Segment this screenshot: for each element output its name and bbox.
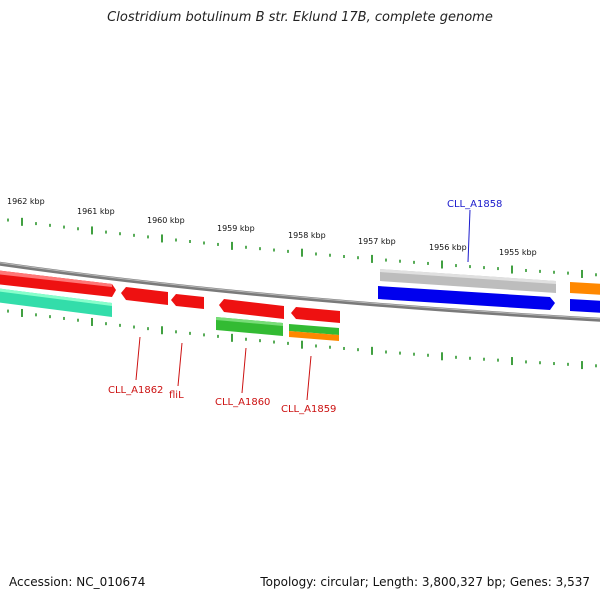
tick-label: 1955 kbp xyxy=(499,248,537,257)
gene-feature-teal[interactable] xyxy=(0,288,112,306)
gene-feature-grey[interactable] xyxy=(380,269,556,284)
tick-label: 1957 kbp xyxy=(358,237,396,246)
gene-feature-red[interactable] xyxy=(0,270,112,287)
gene-feature-green[interactable] xyxy=(216,317,283,326)
gene-labels: CLL_A1858 CLL_A1862 fliL CLL_A1860 CLL_A… xyxy=(108,199,502,415)
map-title: Clostridium botulinum B str. Eklund 17B,… xyxy=(107,10,493,25)
gene-feature-red[interactable] xyxy=(219,299,284,319)
label-leaders xyxy=(135,209,471,401)
tick-label: 1956 kbp xyxy=(429,243,467,252)
gene-feature-orange[interactable] xyxy=(289,331,339,341)
scale-tick-labels: 1962 kbp 1961 kbp 1960 kbp 1959 kbp 1958… xyxy=(7,197,537,257)
gene-label-cll-a1862[interactable]: CLL_A1862 xyxy=(108,385,163,396)
accession-label: Accession: NC_010674 xyxy=(9,575,146,589)
tick-label: 1961 kbp xyxy=(77,207,115,216)
genome-summary: Topology: circular; Length: 3,800,327 bp… xyxy=(260,575,590,589)
gene-feature-blue[interactable] xyxy=(378,286,555,310)
genome-backbone-highlight xyxy=(0,262,600,320)
gene-feature-red[interactable] xyxy=(171,294,204,309)
tick-label: 1958 kbp xyxy=(288,231,326,240)
leader-line xyxy=(241,347,247,394)
scale-ticks-lower xyxy=(7,308,597,370)
gene-feature-orange[interactable] xyxy=(570,282,600,295)
scale-ticks-upper xyxy=(7,217,597,278)
gene-label-flil[interactable]: fliL xyxy=(169,390,184,401)
gene-feature-teal[interactable] xyxy=(0,288,112,317)
gene-feature-red[interactable] xyxy=(121,287,168,305)
gene-feature-green[interactable] xyxy=(289,324,339,335)
gene-label-cll-a1860[interactable]: CLL_A1860 xyxy=(215,397,270,408)
leader-line xyxy=(467,209,471,263)
forward-strand-features xyxy=(0,269,600,323)
gene-label-cll-a1858[interactable]: CLL_A1858 xyxy=(447,199,502,210)
gene-feature-red[interactable] xyxy=(291,307,340,323)
leader-line xyxy=(306,355,312,401)
genome-backbone xyxy=(0,261,600,322)
gene-label-cll-a1859[interactable]: CLL_A1859 xyxy=(281,404,336,415)
tick-label: 1962 kbp xyxy=(7,197,45,206)
leader-line xyxy=(135,336,141,381)
leader-line xyxy=(177,342,183,387)
tick-label: 1959 kbp xyxy=(217,224,255,233)
tick-label: 1960 kbp xyxy=(147,216,185,225)
gene-feature-blue[interactable] xyxy=(570,299,600,313)
reverse-strand-features xyxy=(0,286,600,341)
